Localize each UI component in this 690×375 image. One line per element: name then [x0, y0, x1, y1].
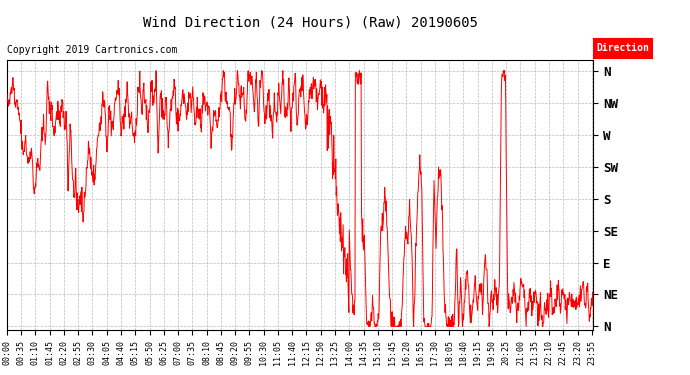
Text: Copyright 2019 Cartronics.com: Copyright 2019 Cartronics.com: [7, 45, 177, 55]
Text: Direction: Direction: [596, 43, 649, 53]
Text: Wind Direction (24 Hours) (Raw) 20190605: Wind Direction (24 Hours) (Raw) 20190605: [143, 15, 478, 29]
